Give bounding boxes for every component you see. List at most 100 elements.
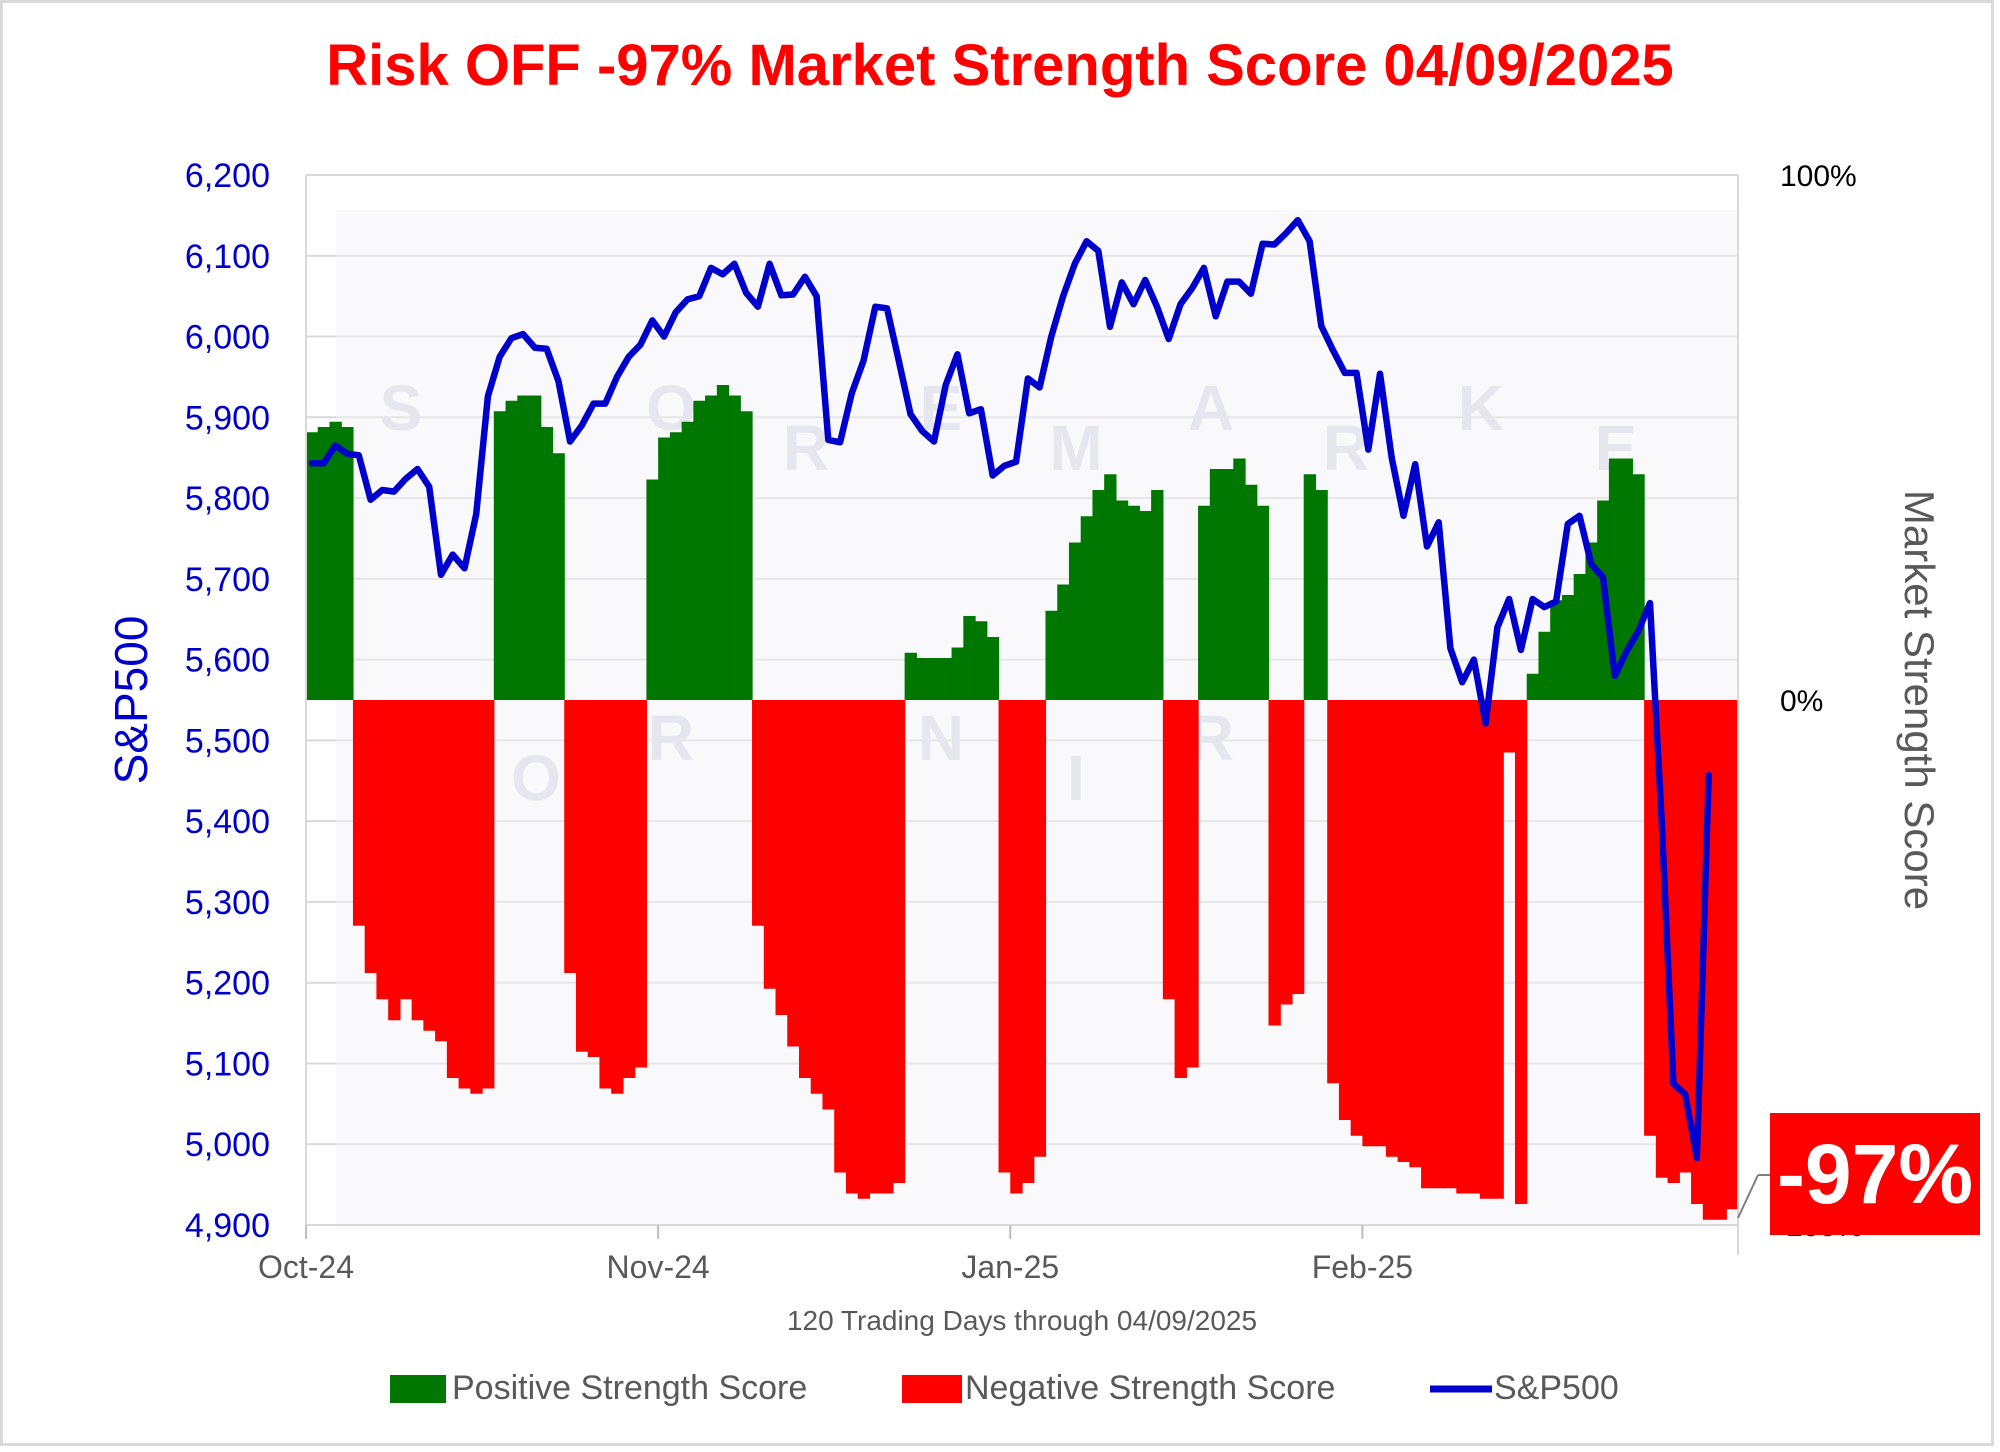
negative-score-bar xyxy=(1444,700,1457,1189)
positive-score-bar xyxy=(517,395,530,700)
x-tick-label: Feb-25 xyxy=(1312,1249,1413,1285)
negative-score-bar xyxy=(575,700,589,1052)
positive-score-bar xyxy=(1526,673,1540,700)
negative-score-bar xyxy=(857,700,871,1199)
negative-score-bar xyxy=(1679,700,1692,1173)
positive-score-bar xyxy=(1151,490,1164,700)
positive-score-bar xyxy=(939,658,953,700)
negative-score-bar xyxy=(1022,700,1035,1183)
y-axis-title-left: S&P500 xyxy=(105,616,157,785)
negative-score-bar xyxy=(1397,700,1410,1162)
strength-bars xyxy=(306,385,1739,1220)
positive-score-bar xyxy=(693,400,706,700)
negative-score-bar xyxy=(1479,700,1493,1199)
negative-score-bar xyxy=(599,700,612,1089)
positive-score-bar xyxy=(529,395,542,700)
positive-score-bar xyxy=(951,647,964,700)
negative-score-bar xyxy=(763,700,777,989)
watermark-letter: I xyxy=(1067,742,1085,814)
x-tick-label: Nov-24 xyxy=(607,1249,710,1285)
negative-score-bar xyxy=(1186,700,1199,1068)
positive-score-bar xyxy=(928,658,941,700)
negative-score-bar xyxy=(1421,700,1434,1189)
negative-score-bar xyxy=(622,700,636,1078)
negative-score-bar xyxy=(822,700,835,1110)
y-tick-label-right: 100% xyxy=(1780,160,1857,193)
negative-score-bar xyxy=(998,700,1011,1173)
watermark-letter: S xyxy=(380,372,423,444)
positive-score-bar xyxy=(505,400,518,700)
positive-score-bar xyxy=(329,421,342,700)
positive-score-bar xyxy=(986,637,1000,700)
positive-score-bar xyxy=(1573,574,1587,700)
positive-score-bar xyxy=(1127,505,1140,700)
negative-score-bar xyxy=(1033,700,1047,1157)
positive-score-bar xyxy=(1104,474,1117,700)
positive-score-bar xyxy=(341,427,354,700)
x-tick-label: Jan-25 xyxy=(961,1249,1059,1285)
negative-score-bar xyxy=(1350,700,1363,1136)
y-tick-label-left: 5,700 xyxy=(185,561,270,599)
positive-score-bar xyxy=(1245,484,1258,700)
legend: Positive Strength Score Negative Strength… xyxy=(390,1369,1619,1407)
negative-score-bar xyxy=(1409,700,1422,1168)
positive-score-bar xyxy=(963,616,976,700)
negative-score-bar xyxy=(810,700,824,1094)
positive-score-bar xyxy=(1068,542,1082,700)
positive-score-bar xyxy=(740,411,753,700)
negative-score-bar xyxy=(564,700,577,973)
positive-score-bar xyxy=(1092,490,1105,700)
positive-score-bar xyxy=(1632,474,1645,700)
negative-score-bar xyxy=(1514,700,1528,1204)
legend-label-line: S&P500 xyxy=(1494,1369,1619,1407)
positive-score-bar xyxy=(705,395,718,700)
negative-score-bar xyxy=(411,700,424,1021)
negative-score-bar xyxy=(787,700,800,1047)
watermark-letter: K xyxy=(1458,372,1504,444)
negative-score-bar xyxy=(775,700,788,1015)
negative-score-bar xyxy=(1291,700,1305,994)
y-tick-label-left: 5,500 xyxy=(185,722,270,760)
watermark-letter: N xyxy=(918,702,964,774)
y-tick-label-left: 6,000 xyxy=(185,319,270,357)
y-tick-label-left: 6,100 xyxy=(185,238,270,276)
watermark-letter: O xyxy=(511,742,561,814)
positive-score-bar xyxy=(1198,505,1211,700)
negative-score-bar xyxy=(423,700,436,1031)
legend-label-positive: Positive Strength Score xyxy=(452,1369,807,1407)
negative-score-bar xyxy=(1456,700,1469,1194)
y-tick-label-left: 5,800 xyxy=(185,480,270,518)
positive-score-bar xyxy=(916,658,929,700)
negative-score-bar xyxy=(798,700,812,1078)
negative-score-bar xyxy=(1010,700,1023,1194)
positive-score-bar xyxy=(716,385,730,700)
negative-score-bar xyxy=(1327,700,1340,1084)
negative-score-bar xyxy=(458,700,471,1089)
current-score-label: -97% xyxy=(1777,1127,1973,1221)
sp500-line-group xyxy=(308,216,1712,1162)
y-tick-label-left: 5,400 xyxy=(185,803,270,841)
chart-title: Risk OFF -97% Market Strength Score 04/0… xyxy=(326,33,1674,98)
positive-score-bar xyxy=(1315,490,1328,700)
negative-score-bar xyxy=(376,700,389,1000)
legend-swatch-positive xyxy=(390,1375,446,1403)
positive-score-bar xyxy=(1585,542,1598,700)
score-callout: -97% xyxy=(1737,1113,1980,1235)
negative-score-bar xyxy=(881,700,894,1194)
negative-score-bar xyxy=(1338,700,1352,1120)
positive-score-bar xyxy=(317,427,331,700)
watermark-letter: R xyxy=(648,702,694,774)
legend-label-negative: Negative Strength Score xyxy=(965,1369,1335,1407)
positive-score-bar xyxy=(493,411,507,700)
positive-score-bar xyxy=(728,395,741,700)
axes xyxy=(305,175,1739,1255)
negative-score-bar xyxy=(1162,700,1176,1000)
watermark-letter: R xyxy=(783,412,829,484)
positive-score-bar xyxy=(1256,505,1270,700)
positive-score-bar xyxy=(658,437,671,700)
negative-score-bar xyxy=(388,700,401,1021)
negative-score-bar xyxy=(1362,700,1375,1147)
negative-score-bar xyxy=(1726,700,1739,1210)
